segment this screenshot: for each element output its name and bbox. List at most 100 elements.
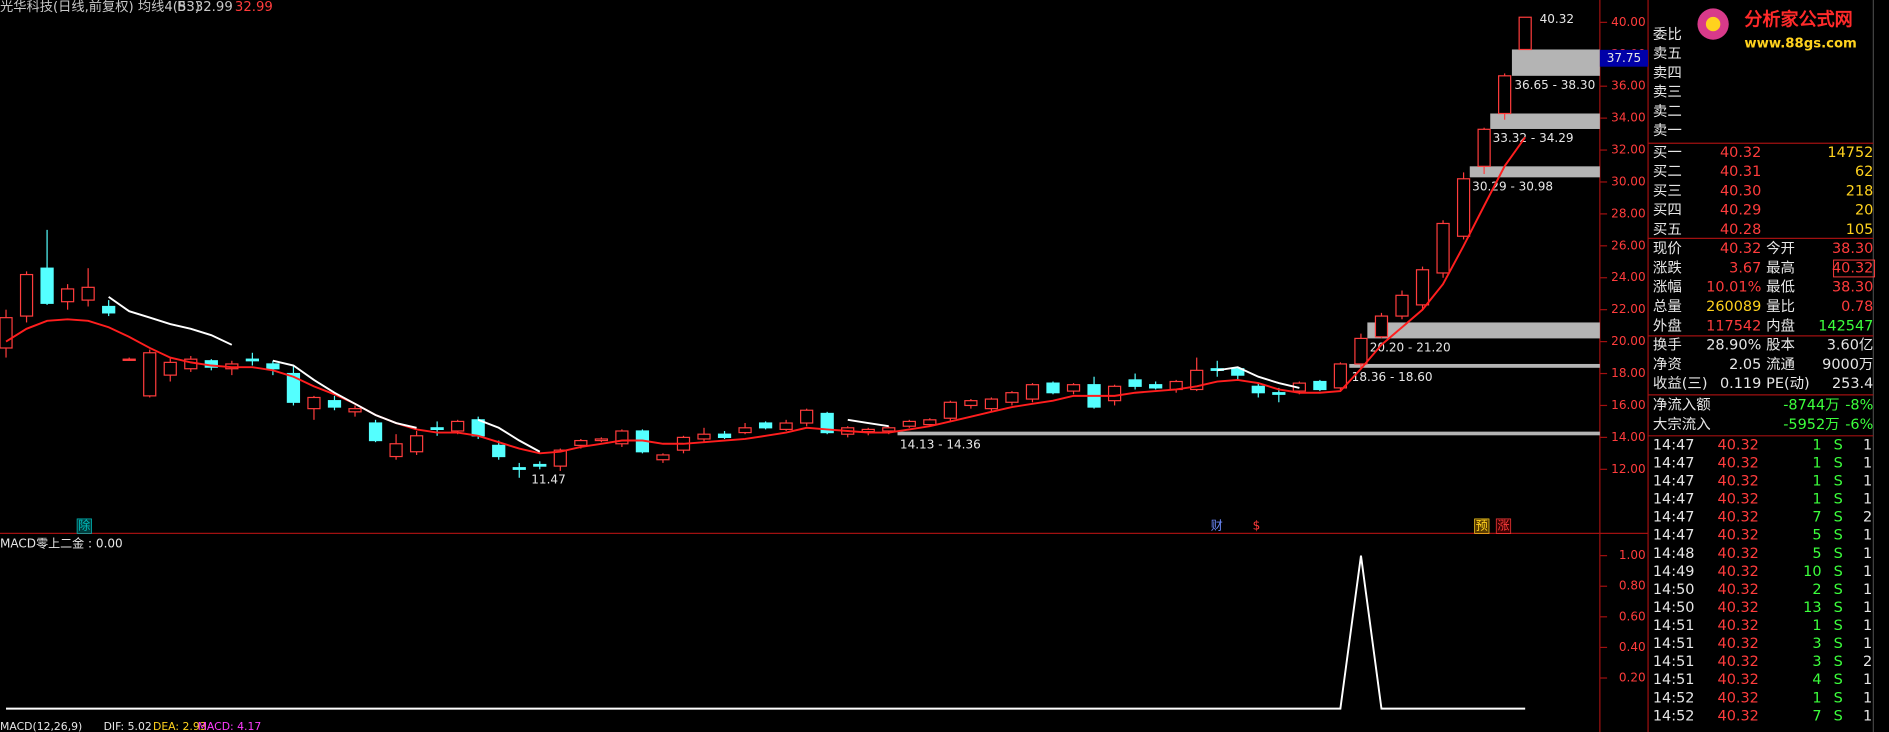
candle-body [1149, 384, 1163, 389]
trade-time: 14:51 [1653, 672, 1695, 688]
candle-body [1395, 294, 1409, 317]
ask-label: 卖一 [1653, 122, 1682, 139]
stat-label: 涨幅 [1653, 279, 1682, 296]
candle-body [923, 419, 937, 426]
candle-body [1005, 392, 1019, 403]
candle-body [800, 409, 814, 424]
trade-count: 1 [1863, 437, 1872, 453]
candle-body [1025, 384, 1040, 400]
y-tick-label: 40.00 [1611, 15, 1645, 29]
trend-line [1217, 366, 1300, 389]
stat-label: 换手 [1653, 337, 1682, 354]
indicator-line [6, 555, 1526, 710]
trade-count: 1 [1863, 582, 1872, 598]
indicator-footer: MACD: 4.17 [198, 720, 262, 732]
ask-label: 卖二 [1653, 103, 1682, 120]
trade-side: S [1834, 474, 1843, 490]
zone-label: 36.65 - 38.30 [1514, 78, 1595, 92]
candle-body [984, 398, 999, 410]
trade-count: 1 [1863, 672, 1872, 688]
trade-time: 14:47 [1653, 528, 1695, 544]
trade-price: 40.32 [1718, 636, 1759, 652]
candle-body [1107, 385, 1122, 402]
trade-count: 1 [1863, 708, 1872, 724]
trade-price: 40.32 [1718, 492, 1759, 508]
bid-price: 40.31 [1720, 164, 1761, 180]
price-tag-box [1599, 49, 1649, 67]
stat-label: 净资 [1653, 356, 1682, 373]
trade-time: 14:47 [1653, 456, 1695, 472]
candle-body [327, 400, 342, 408]
trade-count: 1 [1863, 474, 1872, 490]
stat-label: 外盘 [1653, 316, 1682, 334]
trade-side: S [1834, 654, 1843, 670]
y-tick-label: 0.40 [1619, 640, 1646, 654]
trade-time: 14:51 [1653, 636, 1695, 652]
flow-label: 净流入额 [1653, 397, 1711, 414]
high-box [1833, 259, 1876, 278]
trade-volume: 7 [1812, 708, 1821, 724]
trade-count: 1 [1863, 690, 1872, 706]
header-b: B: 32.99 [177, 0, 233, 15]
bid-label: 买一 [1653, 144, 1682, 161]
stat-label: 总量 [1653, 298, 1682, 315]
trade-volume: 1 [1812, 492, 1821, 508]
trade-volume: 1 [1812, 618, 1821, 634]
trade-volume: 1 [1812, 437, 1821, 453]
candle-body [40, 267, 54, 304]
trade-time: 14:47 [1653, 492, 1695, 508]
stat-label: 最低 [1766, 279, 1795, 296]
trade-price: 40.32 [1718, 564, 1759, 580]
trade-time: 14:47 [1653, 437, 1695, 453]
ma-line [5, 136, 1526, 455]
trade-side: S [1834, 672, 1843, 688]
candle-body [307, 396, 321, 410]
header-title: 光华科技(日线,前复权) 均线4(53) [0, 0, 200, 15]
logo: 分析家公式网 www.88gs.com [1697, 8, 1857, 51]
trade-side: S [1834, 510, 1843, 526]
candle-body [81, 286, 95, 301]
trade-time: 14:52 [1653, 690, 1695, 706]
stat-label: 现价 [1653, 241, 1682, 257]
trade-price: 40.32 [1718, 437, 1759, 453]
candle-body [738, 427, 752, 434]
trade-volume: 3 [1812, 654, 1821, 670]
trade-side: S [1834, 437, 1843, 453]
trade-time: 14:52 [1653, 708, 1695, 724]
candle-body [1313, 380, 1327, 391]
candle-body [1374, 315, 1389, 338]
trade-volume: 1 [1812, 690, 1821, 706]
bid-price: 40.30 [1720, 183, 1761, 199]
bid-volume: 105 [1846, 222, 1874, 238]
trade-side: S [1834, 708, 1843, 724]
trade-count: 1 [1863, 600, 1872, 616]
indicator-footer: DEA: 2.93 [153, 720, 207, 732]
candle-body [1436, 222, 1450, 274]
trade-volume: 5 [1812, 528, 1821, 544]
trade-time: 14:51 [1653, 618, 1695, 634]
stat-value: 38.30 [1832, 280, 1873, 296]
trend-line [108, 296, 233, 346]
zone-label: 33.32 - 34.29 [1493, 131, 1574, 145]
bid-volume: 218 [1846, 183, 1874, 199]
logo-url: www.88gs.com [1744, 36, 1856, 51]
stat-value: 9000万 [1822, 357, 1873, 373]
trade-price: 40.32 [1718, 708, 1759, 724]
candle-body [512, 467, 526, 470]
y-tick-label: 0.80 [1619, 579, 1646, 593]
trade-side: S [1834, 528, 1843, 544]
price-zone [1469, 166, 1600, 178]
stat-label: 内盘 [1766, 316, 1795, 334]
trend-line [272, 359, 417, 429]
trade-price: 40.32 [1718, 456, 1759, 472]
logo-center [1705, 16, 1721, 32]
bid-volume: 14752 [1827, 145, 1873, 161]
price-tag: 37.75 [1607, 51, 1641, 65]
candle-body [574, 439, 588, 446]
y-tick-label: 0.60 [1619, 609, 1646, 623]
candle-body [1231, 368, 1245, 376]
zone-label: 30.29 - 30.98 [1472, 179, 1553, 193]
candle-body [163, 361, 177, 376]
trade-volume: 13 [1803, 600, 1821, 616]
